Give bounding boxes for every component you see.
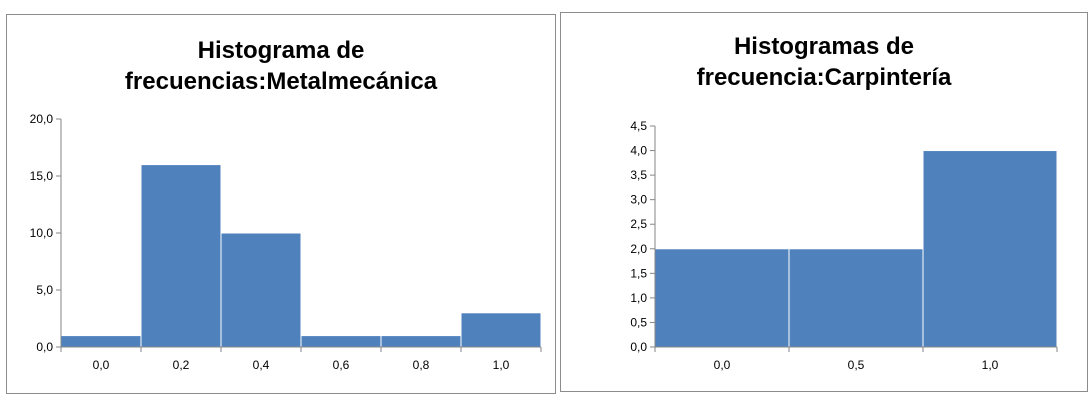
y-tick-label: 3,5 — [630, 168, 647, 182]
x-tick-label: 1,0 — [982, 358, 999, 372]
x-tick-label: 0,0 — [714, 358, 731, 372]
y-tick-label: 10,0 — [30, 226, 54, 240]
y-tick-label: 0,0 — [36, 340, 53, 354]
y-tick-label: 4,5 — [630, 119, 647, 133]
histogram-bar — [460, 312, 542, 348]
histogram-carpinteria-panel: Histogramas de frecuencia:Carpintería 0,… — [560, 12, 1088, 392]
y-tick-label: 15,0 — [30, 169, 54, 183]
x-tick-label: 0,8 — [413, 358, 430, 372]
y-tick-label: 1,5 — [630, 266, 647, 280]
chart-title-line-2: frecuencia:Carpintería — [696, 64, 952, 91]
chart-title-line-1: Histograma de — [197, 37, 365, 64]
y-tick-label: 5,0 — [36, 283, 53, 297]
x-tick-label: 0,2 — [173, 358, 190, 372]
y-tick-label: 3,0 — [630, 193, 647, 207]
histogram-bar — [220, 232, 302, 348]
histogram-bar — [60, 335, 142, 348]
y-tick-label: 1,0 — [630, 291, 647, 305]
histogram-bar — [140, 164, 222, 348]
histogram-bar — [380, 335, 462, 348]
y-tick-label: 2,5 — [630, 217, 647, 231]
x-tick-label: 0,0 — [93, 358, 110, 372]
y-tick-label: 2,0 — [630, 242, 647, 256]
histogram-bar — [654, 248, 790, 348]
chart-title: Histogramas de frecuencia:Carpintería — [561, 31, 1087, 93]
histogram-metalmecanica-plot: 0,0 5,0 10,0 15,0 20,0 0,0 0,2 0,4 0,6 0,8 1,0 — [30, 112, 542, 372]
y-tick-label: 20,0 — [30, 112, 54, 126]
chart-title-line-1: Histogramas de — [733, 33, 915, 60]
x-tick-label: 0,5 — [848, 358, 865, 372]
y-tick-label: 4,0 — [630, 144, 647, 158]
x-tick-label: 0,4 — [253, 358, 270, 372]
histogram-bar — [788, 248, 924, 348]
chart-title-line-2: frecuencias:Metalmecánica — [124, 68, 438, 95]
histogram-carpinteria-plot: 0,0 0,5 1,0 1,5 2,0 2,5 3,0 3,5 4,0 4,5 0,0 0,5 1,0 — [630, 119, 1058, 372]
y-tick-label: 0,0 — [630, 340, 647, 354]
x-tick-label: 0,6 — [333, 358, 350, 372]
histogram-bar — [300, 335, 382, 348]
y-tick-label: 0,5 — [630, 315, 647, 329]
x-tick-label: 1,0 — [493, 358, 510, 372]
histogram-bar — [922, 150, 1058, 348]
chart-title: Histograma de frecuencias:Metalmecánica — [7, 35, 555, 97]
histogram-metalmecanica-panel: Histograma de frecuencias:Metalmecánica … — [6, 14, 556, 394]
